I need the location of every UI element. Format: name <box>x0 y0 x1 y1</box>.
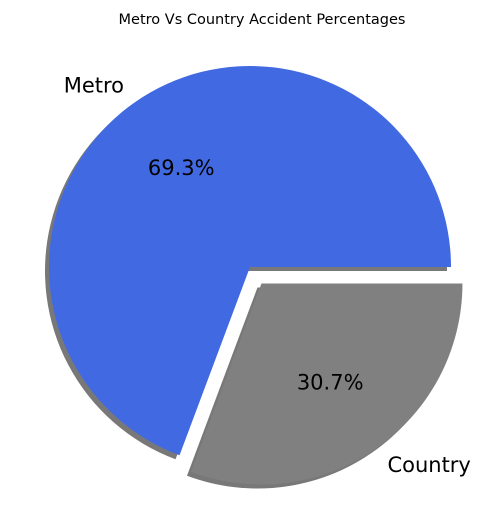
pct-label-country: 30.7% <box>297 371 364 395</box>
label-layer: Metro 69.3% Country 30.7% <box>64 73 471 477</box>
pie-slice-metro <box>48 66 451 456</box>
chart-title: Metro Vs Country Accident Percentages <box>119 12 406 28</box>
slice-label-country: Country <box>387 453 470 477</box>
pct-label-metro: 69.3% <box>148 156 215 180</box>
slice-layer <box>48 66 463 485</box>
slice-label-metro: Metro <box>64 73 124 97</box>
pie-slice-country <box>191 283 463 485</box>
